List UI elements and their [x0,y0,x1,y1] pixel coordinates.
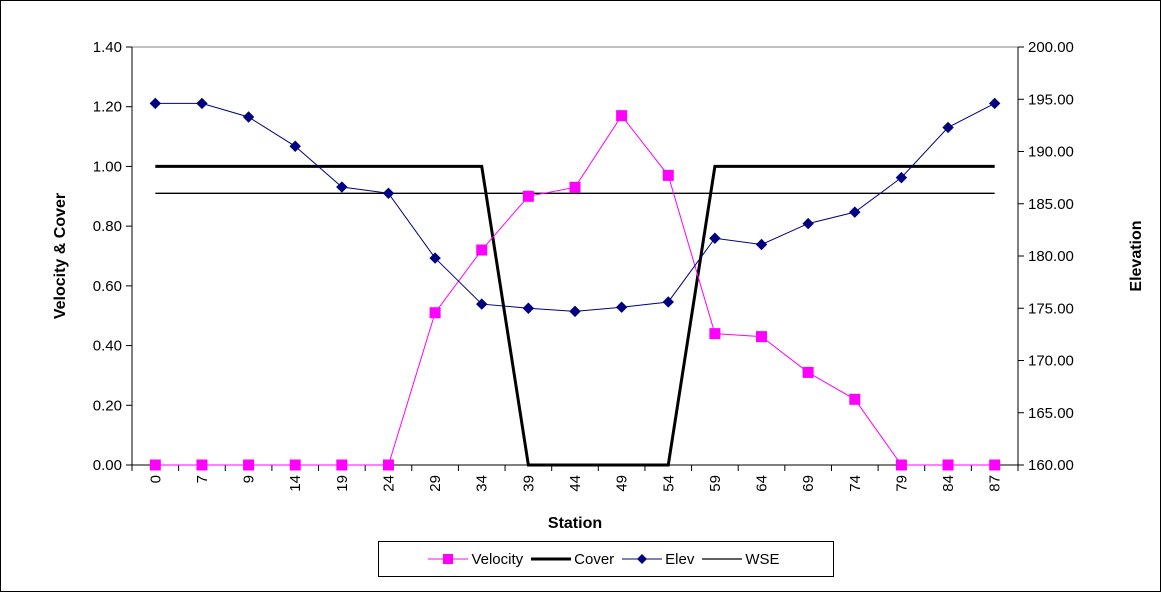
x-tick-label: 54 [660,475,677,492]
series-velocity-point [616,110,628,122]
y2-tick-label: 200.00 [1028,39,1074,56]
y2-tick-label: 160.00 [1028,457,1074,474]
series-velocity-point [382,459,394,471]
series-velocity-point [149,459,161,471]
series-elev-point [988,97,1001,110]
series-elev-point [942,121,954,134]
legend: Velocity Cover Elev WSE [378,541,834,577]
series-elev-point [429,252,441,264]
x-tick-label: 24 [380,475,397,492]
legend-swatch-wse [702,558,743,560]
series-elev-point [615,301,628,313]
series-velocity-point [989,459,1001,471]
x-tick-label: 9 [241,475,258,483]
x-tick-label: 7 [194,475,211,483]
legend-label-elev: Elev [665,550,695,568]
y-tick-label: 0.60 [93,278,122,295]
series-velocity-point [522,190,534,202]
series-elev-point [802,217,814,230]
y2-tick-label: 170.00 [1028,353,1074,370]
series-velocity-point [802,366,814,378]
plot-area-border [131,46,1019,466]
series-velocity-point [243,459,255,471]
x-tick-label: 87 [987,475,1004,492]
legend-swatch-elev [622,554,663,564]
x-tick-label: 29 [427,475,444,492]
x-tick-label: 74 [847,475,864,492]
series-velocity-point [429,307,441,319]
series-velocity-point [476,244,488,256]
series-velocity-line [155,114,995,466]
series-elev-point [755,238,768,251]
y-tick-label: 1.40 [93,39,122,56]
x-tick-label: 34 [474,475,491,492]
series-elev-point [709,232,721,244]
series-elev-point [895,171,908,184]
legend-item-elev: Elev [622,549,698,569]
y2-tick-label: 195.00 [1028,91,1074,108]
x-tick-label: 19 [334,475,351,492]
y-tick-label: 0.20 [93,397,122,414]
y2-axis-title: Elevation [1128,220,1145,291]
y-tick-label: 1.00 [93,158,122,175]
y-tick-label: 0.40 [93,338,122,355]
series-elev-point [196,97,208,110]
series-elev-point [242,111,255,123]
series-elev-point [569,305,581,318]
legend-label-velocity: Velocity [471,550,524,568]
legend-item-cover: Cover [531,549,618,569]
y2-tick-label: 180.00 [1028,248,1074,265]
legend-item-wse: WSE [702,549,783,569]
series-velocity-point [942,459,954,471]
x-tick-label: 84 [940,475,957,492]
legend-label-wse: WSE [745,550,780,568]
y2-tick-label: 185.00 [1028,196,1074,213]
legend-label-cover: Cover [574,550,615,568]
series-elev-point [662,296,674,308]
y-axis-title: Velocity & Cover [52,193,69,319]
series-velocity-point [289,459,301,471]
y-tick-label: 0.80 [93,218,122,235]
series-velocity-point [849,393,861,405]
series-cover-line [155,164,995,467]
series-elev-point [849,206,861,218]
x-tick-label: 44 [567,475,584,492]
series-elev-point [336,181,348,193]
y-tick-label: 1.20 [93,99,122,116]
series-elev-point [149,97,162,110]
series-elev-point [522,302,535,314]
series-elev-line [155,102,995,312]
y-tick-label: 0.00 [93,457,122,474]
series-elev-point [289,140,301,152]
y2-tick-label: 190.00 [1028,144,1074,161]
series-velocity-point [196,459,208,471]
legend-swatch-cover [531,557,572,561]
series-velocity-point [709,328,721,340]
x-tick-label: 49 [614,475,631,492]
series-elev-point [382,187,395,200]
series-velocity-point [756,331,768,343]
y2-tick-label: 175.00 [1028,300,1074,317]
y2-tick-label: 165.00 [1028,405,1074,422]
series-elev-point [476,298,488,310]
series-velocity-point [662,169,674,181]
x-tick-label: 0 [147,475,164,483]
x-tick-label: 39 [520,475,537,492]
x-axis-title: Station [548,515,602,532]
x-tick-label: 79 [893,475,910,492]
legend-item-velocity: Velocity [428,549,527,569]
series-velocity-point [895,459,907,471]
series-velocity-point [569,181,581,193]
series-velocity-point [336,459,348,471]
x-tick-label: 14 [287,475,304,492]
x-tick-label: 64 [754,475,771,492]
x-tick-label: 59 [707,475,724,492]
legend-swatch-velocity [428,554,469,564]
x-tick-label: 69 [800,475,817,492]
